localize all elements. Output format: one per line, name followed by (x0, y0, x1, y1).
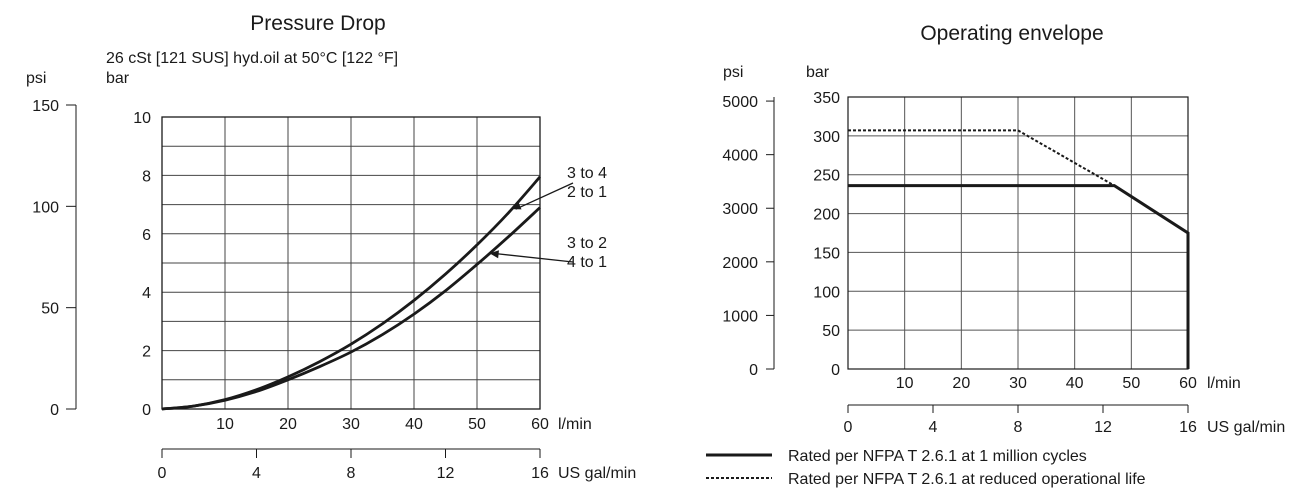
oe-gal-tick-label: 12 (1094, 419, 1112, 436)
oe-y-tick-label: 250 (813, 168, 840, 185)
oe-line-reduced-life (848, 129, 1115, 187)
oe-y-tick-label: 300 (813, 129, 840, 146)
pd-annotation-arrow (493, 252, 574, 263)
oe-y-unit-primary: bar (806, 64, 830, 81)
pd-subtitle: 26 cSt [121 SUS] hyd.oil at 50°C [122 °F… (106, 50, 398, 67)
oe-x-tick-label: 10 (896, 375, 914, 392)
pd-x-unit-secondary: US gal/min (558, 465, 636, 482)
pd-x-tick-label: 50 (468, 416, 486, 433)
pd-annotation-label: 3 to 2 (567, 235, 607, 252)
oe-y-tick-label: 100 (813, 284, 840, 301)
oe-y-tick-label: 150 (813, 245, 840, 262)
oe-x-tick-label: 50 (1122, 375, 1140, 392)
oe-x-tick-label: 40 (1066, 375, 1084, 392)
oe-gal-tick-label: 4 (929, 419, 938, 436)
pd-y-tick-label: 2 (142, 344, 151, 361)
oe-psi-tick-label: 5000 (722, 94, 758, 111)
pd-x-tick-label: 40 (405, 416, 423, 433)
oe-x-unit-secondary: US gal/min (1207, 419, 1285, 436)
oe-gal-tick-label: 8 (1014, 419, 1023, 436)
oe-x-tick-label: 20 (952, 375, 970, 392)
pd-annotation-label: 4 to 1 (567, 254, 607, 271)
pd-title: Pressure Drop (250, 12, 385, 35)
oe-x-tick-label: 60 (1179, 375, 1197, 392)
pd-y-tick-label: 6 (142, 227, 151, 244)
oe-x-tick-label: 30 (1009, 375, 1027, 392)
oe-x-unit-primary: l/min (1207, 375, 1241, 392)
pd-x-tick-label: 60 (531, 416, 549, 433)
pd-x-tick-label: 30 (342, 416, 360, 433)
pd-gal-tick-label: 8 (347, 465, 356, 482)
pd-y-tick-label: 10 (133, 110, 151, 127)
pd-y-unit-primary: bar (106, 70, 130, 87)
pd-gal-tick-label: 0 (158, 465, 167, 482)
oe-psi-tick-label: 2000 (722, 255, 758, 272)
oe-y-tick-label: 50 (822, 323, 840, 340)
pd-gal-tick-label: 4 (252, 465, 261, 482)
pd-y-tick-label: 0 (142, 402, 151, 419)
oe-y-tick-label: 350 (813, 90, 840, 107)
pd-psi-tick-label: 100 (32, 199, 59, 216)
pd-gal-tick-label: 16 (531, 465, 549, 482)
oe-psi-tick-label: 3000 (722, 201, 758, 218)
pd-psi-tick-label: 0 (50, 402, 59, 419)
pd-y-tick-label: 4 (142, 285, 151, 302)
oe-y-tick-label: 0 (831, 362, 840, 379)
pd-curve-2 (161, 206, 541, 411)
oe-gal-tick-label: 16 (1179, 419, 1197, 436)
pd-plot-frame (161, 116, 541, 410)
legend-entry-2: Rated per NFPA T 2.6.1 at reduced operat… (788, 471, 1146, 488)
pd-psi-tick-label: 150 (32, 98, 59, 115)
pd-gal-tick-label: 12 (437, 465, 455, 482)
oe-psi-tick-label: 4000 (722, 148, 758, 165)
oe-y-tick-label: 200 (813, 207, 840, 224)
pd-annotation-label: 3 to 4 (567, 165, 607, 182)
oe-psi-tick-label: 1000 (722, 308, 758, 325)
pd-x-tick-label: 20 (279, 416, 297, 433)
oe-gal-tick-label: 0 (844, 419, 853, 436)
legend-entry-1: Rated per NFPA T 2.6.1 at 1 million cycl… (788, 448, 1087, 465)
pd-annotation-arrowhead (489, 250, 499, 259)
pd-y-tick-label: 8 (142, 168, 151, 185)
pd-annotation-arrowhead (511, 201, 522, 210)
oe-title: Operating envelope (920, 22, 1103, 45)
oe-y-unit-secondary: psi (723, 64, 743, 81)
pd-y-unit-secondary: psi (26, 70, 46, 87)
pd-x-tick-label: 10 (216, 416, 234, 433)
pd-annotation-label: 2 to 1 (567, 184, 607, 201)
oe-line-1-million-cycles (848, 184, 1190, 369)
pd-annotation-arrow (515, 182, 574, 210)
oe-psi-tick-label: 0 (749, 362, 758, 379)
pd-x-unit-primary: l/min (558, 416, 592, 433)
pd-psi-tick-label: 50 (41, 301, 59, 318)
